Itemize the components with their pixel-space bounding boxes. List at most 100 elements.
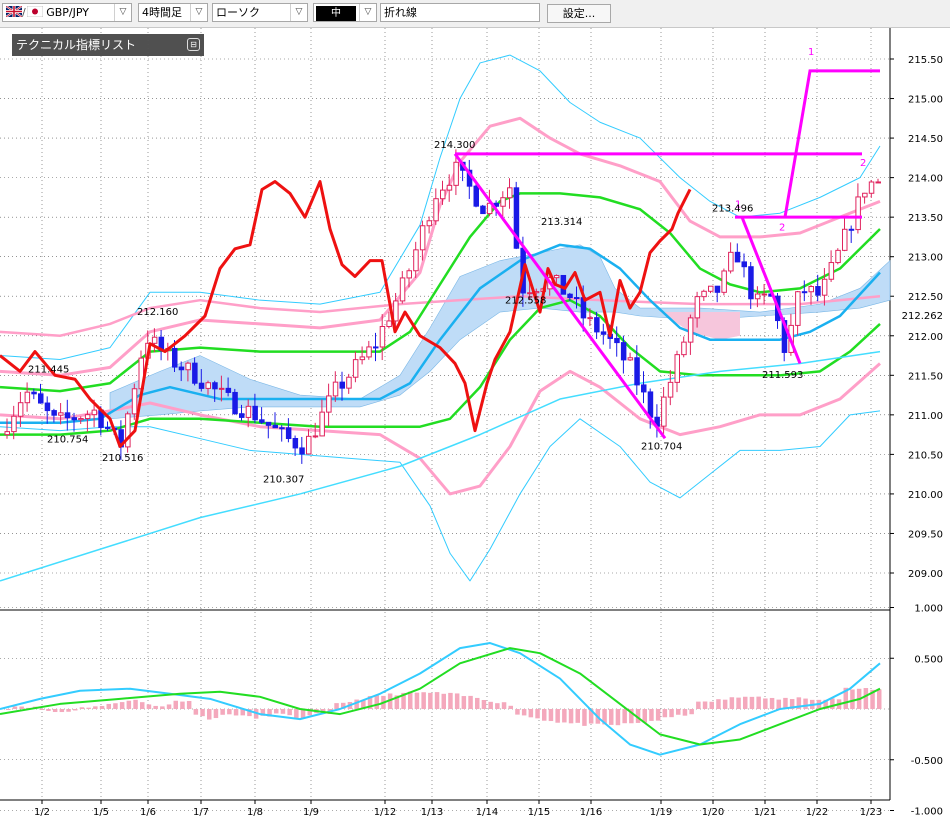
macd-histogram-bar <box>796 697 802 709</box>
macd-histogram-bar <box>46 709 51 711</box>
macd-histogram-bar <box>354 699 359 709</box>
macd-histogram-bar <box>401 692 406 709</box>
macd-histogram-bar <box>454 693 460 709</box>
macd-histogram-bar <box>495 703 500 709</box>
candle-down <box>259 419 265 423</box>
macd-histogram-bar <box>729 697 735 709</box>
chart-style-select[interactable]: ローソク ▽ <box>212 3 308 22</box>
timeframe-select[interactable]: 4時間足 ▽ <box>138 3 208 22</box>
macd-histogram-bar <box>850 689 855 709</box>
candle-up <box>426 220 433 227</box>
macd-histogram-bar <box>763 698 768 709</box>
indicator-list-panel[interactable]: テクニカル指標リスト ⊟ <box>12 34 204 56</box>
macd-histogram-bar <box>274 709 279 714</box>
x-tick-label: 1/13 <box>421 807 443 818</box>
x-tick-label: 1/12 <box>374 807 396 818</box>
macd-histogram-bar <box>140 702 145 709</box>
candle-down <box>38 393 44 404</box>
line-style-field[interactable]: 折れ線 <box>380 3 540 22</box>
macd-histogram-bar <box>387 693 393 709</box>
macd-histogram-bar <box>180 701 185 709</box>
projection-line <box>783 69 880 218</box>
x-tick-label: 1/14 <box>476 807 498 818</box>
macd-histogram-bar <box>722 699 728 709</box>
currency-pair-select[interactable]: / GBP/JPY ▽ <box>2 3 132 22</box>
price-annotation: 210.516 <box>102 453 143 464</box>
candle-down <box>714 285 721 293</box>
down-trendline <box>453 153 667 440</box>
macd-histogram-bar <box>528 709 534 718</box>
candle-up <box>694 296 701 319</box>
macd-histogram-bar <box>66 709 71 712</box>
candle-up <box>332 381 339 397</box>
candle-up <box>795 291 801 326</box>
candle-down <box>292 438 299 449</box>
candle-up <box>446 184 453 191</box>
macd-histogram-bar <box>542 709 547 721</box>
macd-histogram-bar <box>649 709 654 721</box>
x-tick-label: 1/20 <box>702 807 724 818</box>
candle-down <box>44 402 51 412</box>
macd-histogram-bar <box>582 709 587 726</box>
candle-up <box>587 317 593 320</box>
macd-histogram-bar <box>113 703 118 709</box>
bollinger-mid-band <box>0 294 881 338</box>
line-width-select[interactable]: 中 ▽ <box>313 3 377 22</box>
candle-up <box>721 270 727 293</box>
macd-histogram-bar <box>602 709 607 725</box>
macd-signal-line <box>0 647 881 746</box>
candle-up <box>761 293 768 296</box>
candle-up <box>326 395 332 413</box>
y-tick-label: 214.50 <box>908 134 943 145</box>
collapse-icon[interactable]: ⊟ <box>187 38 200 51</box>
candle-up <box>855 196 861 231</box>
macd-histogram-bar <box>508 705 513 709</box>
macd-histogram-bar <box>615 709 621 726</box>
chevron-down-icon[interactable]: ▽ <box>114 4 131 21</box>
macd-histogram-bar <box>789 699 795 709</box>
x-tick-label: 1/15 <box>528 807 550 818</box>
candle-down <box>560 274 567 295</box>
wave-label: 2 <box>779 223 785 234</box>
chevron-down-icon[interactable]: ▽ <box>290 4 307 21</box>
osc-y-tick-label: 0.500 <box>914 654 943 665</box>
candle-down <box>285 427 292 440</box>
y-tick-label: 213.50 <box>908 213 943 224</box>
settings-button[interactable]: 設定... <box>547 4 611 23</box>
macd-histogram-bar <box>6 709 11 710</box>
y-tick-label: 215.00 <box>908 95 943 106</box>
candle-up <box>828 262 835 280</box>
candle-down <box>594 317 600 333</box>
macd-histogram-bar <box>743 696 748 709</box>
bollinger-lower-2 <box>0 362 881 496</box>
line-width-label: 中 <box>316 6 356 21</box>
macd-histogram-bar <box>702 701 708 709</box>
wave-label: 1 <box>808 47 814 58</box>
x-tick-label: 1/6 <box>140 807 156 818</box>
macd-histogram-bar <box>736 697 741 709</box>
ichimoku-cloud-bear <box>660 312 740 340</box>
macd-histogram-bar <box>877 689 882 709</box>
macd-histogram-bar <box>448 692 453 709</box>
candle-up <box>728 251 734 272</box>
candle-up <box>185 362 191 371</box>
y-tick-label: 214.00 <box>908 174 943 185</box>
candle-down <box>600 331 607 335</box>
candle-up <box>687 317 694 343</box>
macd-histogram-bar <box>501 702 507 709</box>
macd-histogram-bar <box>776 699 781 709</box>
candle-up <box>399 277 406 302</box>
currency-pair-label: GBP/JPY <box>46 6 89 19</box>
macd-histogram-bar <box>669 709 674 718</box>
candle-up <box>453 161 459 186</box>
chevron-down-icon[interactable]: ▽ <box>359 4 376 21</box>
macd-histogram-bar <box>146 704 152 709</box>
bollinger-lower-1 <box>0 298 881 436</box>
x-tick-label: 1/19 <box>650 807 672 818</box>
candle-up <box>17 402 24 417</box>
macd-histogram-bar <box>52 709 58 713</box>
chevron-down-icon[interactable]: ▽ <box>190 4 207 21</box>
candle-up <box>667 381 674 398</box>
candle-down <box>473 185 479 207</box>
